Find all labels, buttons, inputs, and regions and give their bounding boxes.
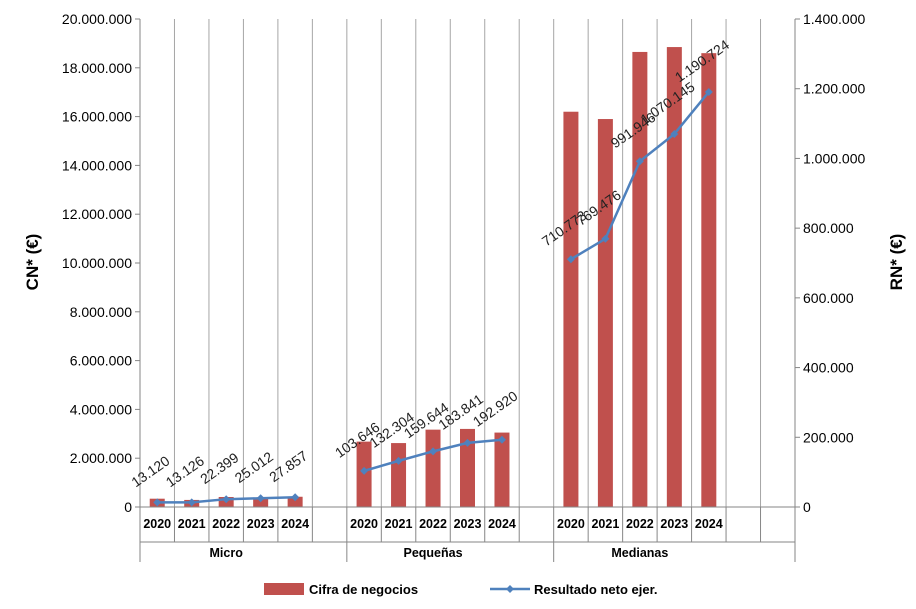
x-tick-label: 2022: [212, 517, 240, 531]
bar: [287, 496, 303, 507]
line-point: [497, 435, 506, 444]
data-label: 27.857: [266, 447, 310, 485]
line-point: [704, 87, 713, 96]
left-axis-label: CN* (€): [23, 234, 42, 291]
bar: [632, 51, 648, 507]
x-tick-label: 2022: [626, 517, 654, 531]
x-tick-label: 2023: [247, 517, 275, 531]
line-point: [291, 493, 300, 502]
x-tick-label: 2023: [454, 517, 482, 531]
x-tick-label: 2020: [350, 517, 378, 531]
bar: [597, 119, 613, 507]
legend: Cifra de negocios Resultado neto ejer.: [264, 582, 658, 597]
group-label: Pequeñas: [403, 546, 462, 560]
bar: [563, 111, 579, 507]
line-point: [394, 456, 403, 465]
line-point: [670, 129, 679, 138]
x-tick-label: 2024: [281, 517, 309, 531]
bar: [666, 47, 682, 508]
right-axis-ticks: 0 200.000 400.000 600.000 800.000 1.000.000 1.…: [795, 11, 865, 515]
x-tick-label: 2020: [557, 517, 585, 531]
x-tick-label: 2024: [695, 517, 723, 531]
right-tick-label: 0: [803, 499, 811, 515]
x-tick-label: 2022: [419, 517, 447, 531]
line-point: [153, 498, 162, 507]
line-point: [429, 447, 438, 456]
right-axis-label: RN* (€): [887, 234, 906, 291]
bar: [425, 429, 441, 507]
bar: [494, 432, 510, 507]
left-tick-label: 14.000.000: [62, 157, 132, 173]
group-label: Micro: [210, 546, 244, 560]
x-tick-label: 2021: [385, 517, 413, 531]
bar: [701, 53, 717, 507]
right-tick-label: 1.200.000: [803, 81, 865, 97]
line-point: [566, 255, 575, 264]
gridlines: [139, 19, 796, 507]
right-tick-label: 600.000: [803, 290, 854, 306]
x-tick-label: 2021: [591, 517, 619, 531]
line-point: [463, 438, 472, 447]
right-tick-label: 1.400.000: [803, 11, 865, 27]
x-tick-label: 2020: [143, 517, 171, 531]
line-point: [635, 157, 644, 166]
left-tick-label: 10.000.000: [62, 255, 132, 271]
legend-label-bar: Cifra de negocios: [309, 582, 418, 597]
left-tick-label: 12.000.000: [62, 206, 132, 222]
left-tick-label: 18.000.000: [62, 60, 132, 76]
line-point: [360, 466, 369, 475]
line-point: [222, 495, 231, 504]
data-label: 13.120: [128, 452, 172, 490]
x-tick-label: 2021: [178, 517, 206, 531]
data-label: 25.012: [232, 448, 276, 486]
left-axis-ticks: 0 2.000.000 4.000.000 6.000.000 8.000.000 10.…: [62, 11, 140, 515]
right-tick-label: 800.000: [803, 220, 854, 236]
line-point: [601, 234, 610, 243]
data-label: 22.399: [197, 449, 241, 487]
bar: [460, 428, 475, 507]
x-axis-categories: 2020 2021 2022 2023 2024 2020 2021 2022 2023 2024…: [139, 507, 796, 562]
legend-marker: [506, 585, 514, 593]
left-tick-label: 0: [124, 499, 132, 515]
legend-swatch-bar: [264, 583, 304, 595]
left-tick-label: 4.000.000: [70, 401, 132, 417]
left-tick-label: 16.000.000: [62, 109, 132, 125]
left-tick-label: 6.000.000: [70, 353, 132, 369]
bar: [391, 443, 407, 507]
right-tick-label: 400.000: [803, 360, 854, 376]
line-point: [187, 498, 196, 507]
line-point: [256, 494, 265, 503]
right-tick-label: 200.000: [803, 429, 854, 445]
left-tick-label: 8.000.000: [70, 304, 132, 320]
legend-label-line: Resultado neto ejer.: [534, 582, 658, 597]
line-series: [153, 87, 713, 507]
left-tick-label: 20.000.000: [62, 11, 132, 27]
x-tick-label: 2023: [660, 517, 688, 531]
bar-series: [149, 47, 717, 508]
left-tick-label: 2.000.000: [70, 450, 132, 466]
x-tick-label: 2024: [488, 517, 516, 531]
right-tick-label: 1.000.000: [803, 150, 865, 166]
group-label: Medianas: [611, 546, 668, 560]
